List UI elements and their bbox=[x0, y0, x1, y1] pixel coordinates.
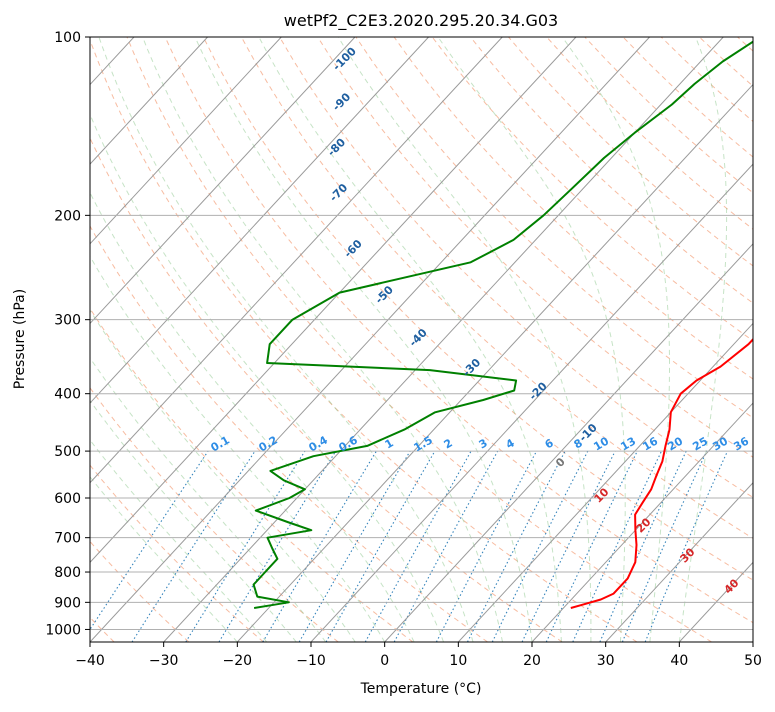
moist-adiabat-label: 30 bbox=[678, 545, 698, 565]
dry-adiabat bbox=[547, 37, 775, 642]
moist-adiabat bbox=[143, 37, 503, 642]
dry-adiabat bbox=[280, 37, 775, 642]
dry-adiabat-label: -70 bbox=[327, 181, 350, 204]
mixing-ratio-label: 1 bbox=[383, 436, 396, 451]
isotherm-line bbox=[0, 37, 429, 642]
dry-adiabat bbox=[470, 37, 775, 642]
isotherm-line bbox=[237, 37, 775, 642]
y-axis-title: Pressure (hPa) bbox=[12, 289, 28, 389]
mixing-ratio-label: 16 bbox=[640, 434, 660, 453]
x-tick-label: 40 bbox=[670, 653, 688, 669]
x-tick-label: 20 bbox=[523, 653, 541, 669]
dry-adiabat bbox=[432, 37, 775, 642]
dry-adiabat bbox=[0, 37, 338, 642]
moist-adiabat bbox=[0, 37, 355, 642]
dry-adiabat bbox=[738, 37, 775, 642]
dry-adiabat bbox=[0, 37, 264, 642]
mixing-ratio-label: 4 bbox=[504, 436, 517, 451]
moist-adiabat bbox=[0, 37, 237, 642]
mixing-ratio-label: 36 bbox=[731, 434, 751, 453]
mixing-ratio-label: 6 bbox=[543, 436, 556, 451]
mixing-ratio-line bbox=[82, 451, 208, 642]
mixing-ratio-label: 30 bbox=[710, 434, 730, 453]
y-tick-label: 800 bbox=[54, 565, 81, 581]
mixing-ratio-line bbox=[299, 451, 410, 642]
mixing-ratio-line bbox=[132, 451, 255, 642]
dry-adiabat-label: -50 bbox=[373, 283, 396, 306]
x-tick-label: −30 bbox=[149, 653, 179, 669]
y-tick-label: 100 bbox=[54, 30, 81, 46]
mixing-ratio-label: 2 bbox=[442, 436, 455, 451]
mixing-ratio-line bbox=[492, 451, 588, 642]
mixing-ratio-line bbox=[186, 451, 305, 642]
y-tick-label: 600 bbox=[54, 491, 81, 507]
dry-adiabat-label: -90 bbox=[330, 90, 353, 113]
isotherm-line bbox=[0, 37, 208, 642]
y-tick-label: 500 bbox=[54, 444, 81, 460]
mixing-ratio-line bbox=[573, 451, 662, 642]
dry-adiabat-label: -20 bbox=[527, 379, 550, 402]
mixing-ratio-label: 3 bbox=[477, 436, 490, 451]
moist-adiabat-label: 10 bbox=[592, 485, 612, 505]
moist-adiabat-label: 0 bbox=[553, 455, 568, 470]
isotherm-line bbox=[458, 37, 775, 642]
dry-adiabat-label: -60 bbox=[342, 237, 365, 260]
y-tick-label: 1000 bbox=[45, 622, 81, 638]
series-layer bbox=[254, 37, 775, 608]
mixing-ratio-label: 25 bbox=[690, 435, 710, 454]
mixing-ratio-line bbox=[436, 451, 536, 642]
x-tick-label: −40 bbox=[75, 653, 105, 669]
x-tick-label: −10 bbox=[296, 653, 326, 669]
moist-adiabat bbox=[195, 37, 532, 642]
dry-adiabat-label: -80 bbox=[325, 135, 348, 158]
mixing-ratio-label: 10 bbox=[591, 434, 611, 453]
isotherm-line bbox=[0, 37, 355, 642]
y-tick-label: 300 bbox=[54, 313, 81, 329]
dry-adiabat bbox=[699, 37, 775, 642]
isotherm-line bbox=[753, 37, 775, 642]
chart-title: wetPf2_C2E3.2020.295.20.34.G03 bbox=[284, 11, 558, 31]
x-tick-label: 30 bbox=[597, 653, 615, 669]
isotherm-line bbox=[311, 37, 775, 642]
x-tick-label: 0 bbox=[380, 653, 389, 669]
x-tick-label: 50 bbox=[744, 653, 762, 669]
mixing-ratio-line bbox=[600, 451, 686, 642]
moist-adiabat bbox=[438, 37, 625, 642]
x-tick-label: 10 bbox=[449, 653, 467, 669]
mixing-ratio-line bbox=[365, 451, 471, 642]
isotherm-line bbox=[0, 37, 502, 642]
dry-adiabat bbox=[89, 37, 637, 642]
mixing-ratio-line bbox=[522, 451, 615, 642]
dry-adiabat-label: -100 bbox=[330, 44, 359, 73]
background-lines bbox=[0, 37, 775, 642]
moist-adiabat bbox=[62, 37, 444, 642]
x-tick-label: −20 bbox=[223, 653, 253, 669]
dry-adiabat bbox=[318, 37, 775, 642]
y-tick-label: 900 bbox=[54, 595, 81, 611]
isotherm-line bbox=[0, 37, 281, 642]
x-axis-title: Temperature (°C) bbox=[360, 681, 482, 697]
isotherm-line bbox=[0, 37, 60, 642]
y-tick-label: 400 bbox=[54, 387, 81, 403]
dry-adiabat bbox=[0, 37, 189, 642]
moist-adiabat bbox=[0, 37, 267, 642]
dewpoint-profile-line bbox=[254, 37, 760, 608]
y-tick-label: 200 bbox=[54, 208, 81, 224]
dry-adiabat-label: -40 bbox=[407, 326, 430, 349]
moist-adiabat bbox=[2, 37, 385, 642]
dry-adiabat bbox=[585, 37, 775, 642]
y-tick-label: 700 bbox=[54, 531, 81, 547]
temperature-profile-line bbox=[571, 37, 775, 608]
